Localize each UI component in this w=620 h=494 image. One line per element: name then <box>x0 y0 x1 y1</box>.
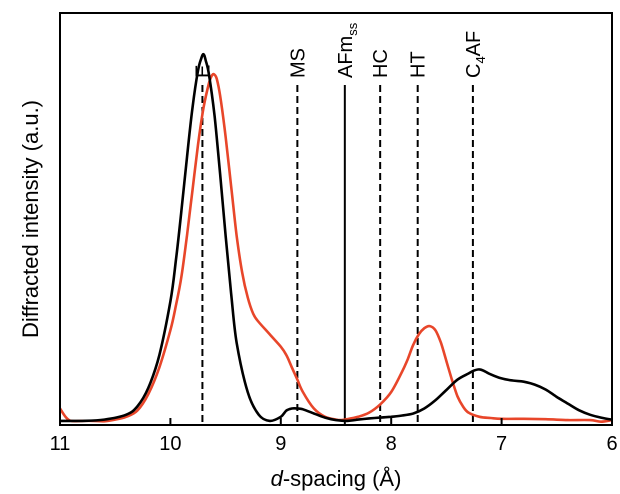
reference-line-label-5: C4AF <box>463 31 488 78</box>
x-tick-label-0: 11 <box>50 433 71 455</box>
x-axis-ticks: 11 10 9 8 7 6 <box>50 418 618 455</box>
x-tick-label-3: 8 <box>386 433 397 455</box>
reference-line-label-4: HT <box>408 51 430 78</box>
x-axis-title: d-spacing (Å) <box>271 466 402 491</box>
reference-line-label-3: HC <box>370 49 392 78</box>
x-tick-label-4: 7 <box>496 433 507 455</box>
y-axis-title: Diffracted intensity (a.u.) <box>18 100 43 338</box>
plot-frame <box>59 12 613 426</box>
x-tick-label-1: 10 <box>159 433 181 455</box>
series-layer <box>58 52 613 423</box>
x-tick-label-2: 9 <box>275 433 286 455</box>
series-line-1 <box>58 72 613 423</box>
x-tick-label-5: 6 <box>606 433 617 455</box>
reference-line-label-2: AFmss <box>335 22 360 78</box>
series-line-0 <box>59 52 613 423</box>
x-axis-title-rest: -spacing (Å) <box>283 466 402 491</box>
x-axis-title-italic: d <box>271 466 284 491</box>
reference-line-label-1: MS <box>287 48 309 78</box>
